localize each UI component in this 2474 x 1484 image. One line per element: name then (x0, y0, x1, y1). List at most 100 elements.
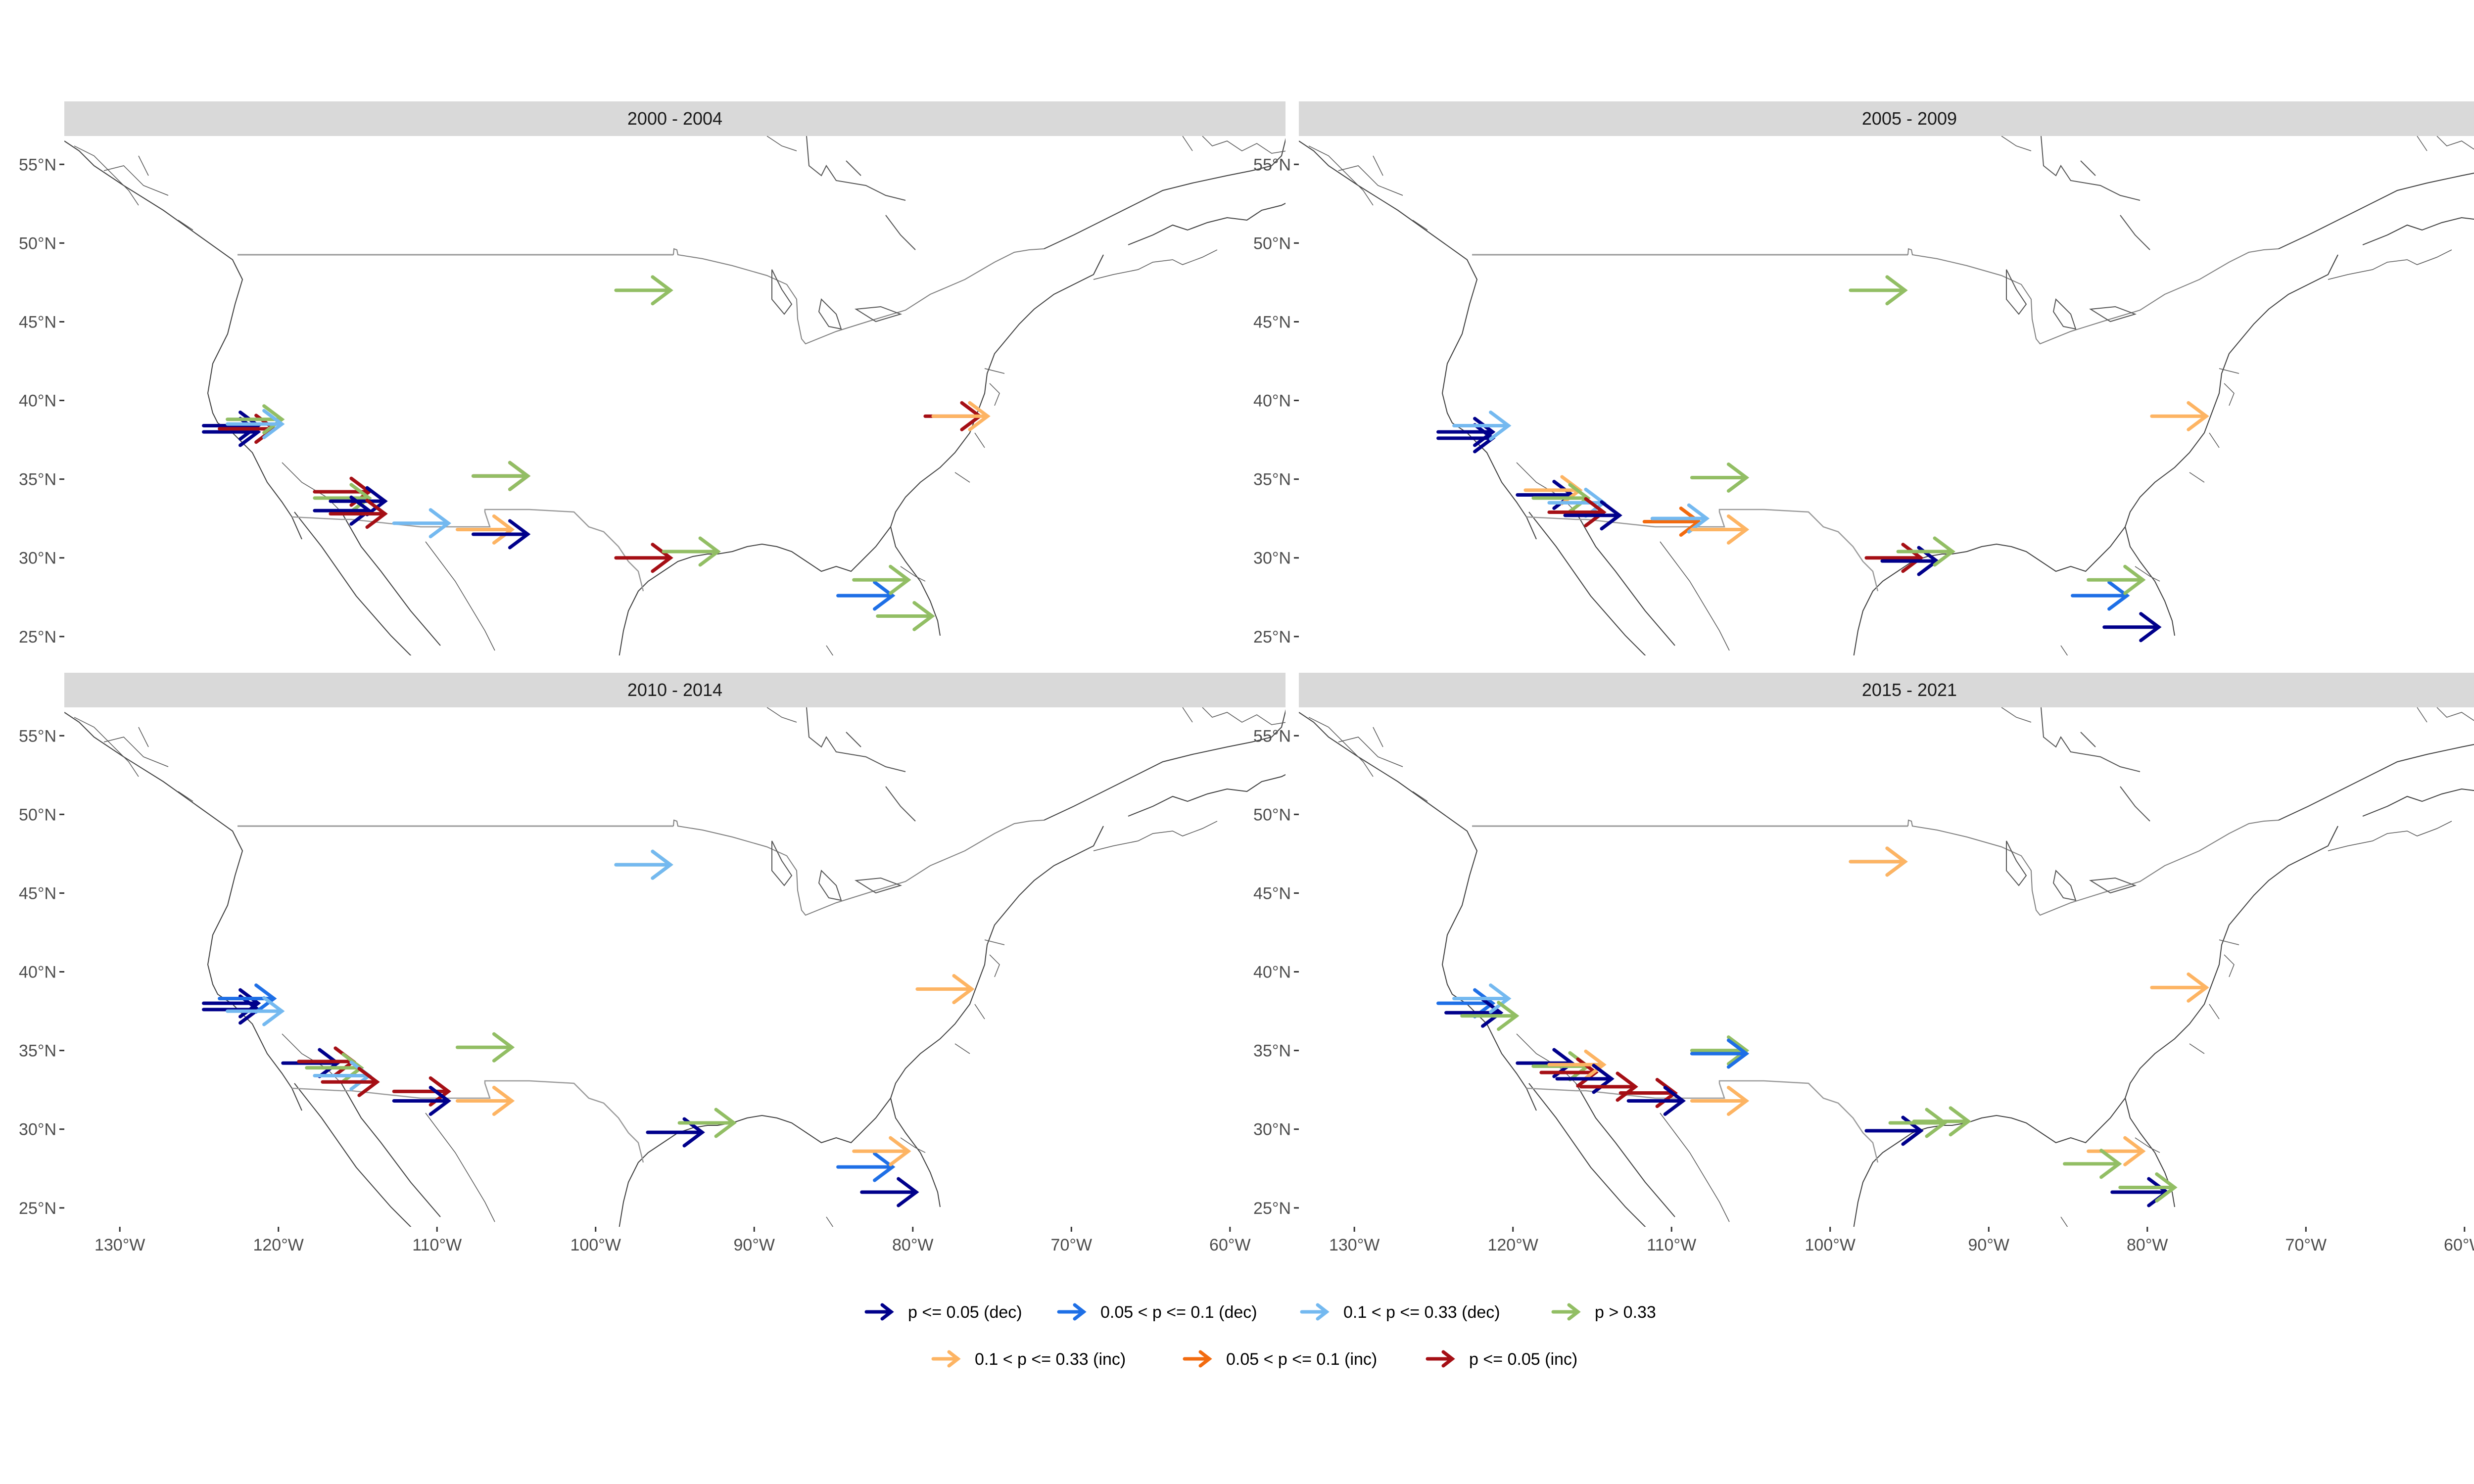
legend-item: 0.05 < p <= 0.1 (inc) (1183, 1350, 1377, 1369)
trend-arrow (313, 495, 372, 526)
y-tick-label: 35°N (19, 1042, 56, 1061)
trend-arrow (2102, 612, 2162, 643)
x-tick-label: 80°W (2127, 1236, 2168, 1254)
x-tick-label: 60°W (2444, 1236, 2474, 1254)
trend-arrow (1896, 536, 1955, 567)
map-panel: 2010 - 2014 25°N 30°N 35°N 40°N 45°N 50°N 55°N 1… (19, 673, 1285, 1254)
trend-arrow (614, 849, 673, 880)
trend-arrow (2150, 972, 2209, 1003)
map-panel: 2005 - 2009 25°N 30°N 35°N 40°N 45°N 50°N 55°N (1253, 101, 2474, 655)
panel-strip (64, 673, 1285, 707)
trend-arrow (1579, 1071, 1638, 1102)
trend-arrow (471, 461, 531, 491)
y-tick-label: 50°N (19, 234, 56, 253)
panel-strip (64, 101, 1285, 136)
y-tick-label: 30°N (1253, 549, 1291, 568)
trend-arrow (852, 1136, 911, 1166)
trend-arrow (1690, 514, 1750, 545)
y-tick-label: 45°N (19, 313, 56, 331)
legend-item: 0.05 < p <= 0.1 (dec) (1057, 1303, 1257, 1322)
trend-arrow (392, 1085, 452, 1116)
y-tick-label: 50°N (19, 805, 56, 824)
y-tick-label: 35°N (1253, 470, 1291, 489)
x-tick-label: 120°W (1487, 1236, 1538, 1254)
y-tick-label: 25°N (19, 1199, 56, 1218)
trend-arrow (392, 508, 452, 539)
x-tick-label: 110°W (412, 1236, 462, 1254)
panel-title: 2015 - 2021 (1862, 680, 1957, 700)
map-background (1299, 136, 2474, 655)
trend-arrow (1690, 1085, 1750, 1116)
legend-item: 0.1 < p <= 0.33 (dec) (1300, 1303, 1500, 1322)
trend-arrow (1460, 1001, 1520, 1031)
y-tick-label: 35°N (1253, 1042, 1291, 1061)
x-tick-label: 90°W (734, 1236, 775, 1254)
x-tick-label: 60°W (1209, 1236, 1251, 1254)
trend-arrow (1864, 543, 1924, 573)
trend-arrow (321, 1067, 380, 1097)
trend-arrow (876, 601, 935, 631)
trend-arrow (1650, 503, 1710, 534)
x-tick-label: 70°W (1051, 1236, 1093, 1254)
y-tick-label: 50°N (1253, 234, 1291, 253)
trend-arrow (614, 275, 673, 306)
trend-arrow (2150, 401, 2209, 431)
legend-item: 0.1 < p <= 0.33 (inc) (931, 1350, 1126, 1369)
trend-arrow (614, 543, 673, 573)
trend-arrow (1531, 483, 1591, 513)
x-tick-label: 100°W (1805, 1236, 1856, 1254)
trend-arrow (2087, 1136, 2146, 1166)
trend-arrow (455, 514, 515, 545)
trend-arrow (1547, 497, 1607, 527)
x-tick-label: 130°W (95, 1236, 145, 1254)
trend-arrow (1452, 983, 1512, 1014)
trend-arrow (226, 409, 285, 439)
trend-arrow (915, 974, 975, 1005)
legend-label: 0.1 < p <= 0.33 (inc) (975, 1350, 1126, 1369)
trend-arrow (1849, 846, 1908, 877)
trend-arrow (1849, 275, 1908, 306)
trend-arrow (226, 996, 285, 1026)
trend-arrow (852, 564, 911, 595)
legend-label: 0.05 < p <= 0.1 (dec) (1100, 1303, 1257, 1322)
y-tick-label: 55°N (19, 155, 56, 174)
y-tick-label: 30°N (19, 549, 56, 568)
x-tick-label: 90°W (1968, 1236, 2010, 1254)
map-panel: 2000 - 2004 25°N 30°N 35°N 40°N 45°N 50°N 55°N (19, 101, 1285, 655)
x-tick-label: 80°W (892, 1236, 934, 1254)
trend-arrow (836, 1152, 896, 1182)
map-background (64, 707, 1285, 1227)
legend: p <= 0.05 (dec) 0.05 < p <= 0.1 (dec) 0.1 … (864, 1303, 1656, 1369)
panel-map-area (1299, 136, 2474, 655)
y-tick-label: 40°N (1253, 392, 1291, 411)
trend-arrow (931, 401, 991, 431)
trend-arrow (677, 1108, 737, 1138)
panel-title: 2010 - 2014 (627, 680, 722, 700)
trend-arrow (2063, 1149, 2122, 1179)
trend-arrow (1690, 462, 1750, 493)
y-tick-label: 30°N (1253, 1120, 1291, 1139)
x-tick-label: 110°W (1647, 1236, 1696, 1254)
y-tick-label: 40°N (19, 963, 56, 982)
y-tick-label: 45°N (19, 884, 56, 903)
trend-arrow (1690, 1035, 1750, 1066)
trend-arrow (1642, 507, 1702, 537)
x-tick-label: 70°W (2285, 1236, 2327, 1254)
y-tick-label: 55°N (19, 727, 56, 745)
x-tick-label: 100°W (571, 1236, 621, 1254)
trend-arrow (2071, 580, 2130, 611)
trend-arrow (1452, 410, 1512, 441)
map-background (64, 136, 1285, 655)
trend-arrow (1563, 500, 1622, 531)
legend-item: p > 0.33 (1551, 1303, 1656, 1322)
legend-label: 0.1 < p <= 0.33 (dec) (1343, 1303, 1500, 1322)
x-tick-label: 120°W (253, 1236, 303, 1254)
legend-item: p <= 0.05 (dec) (864, 1303, 1022, 1322)
legend-item: p <= 0.05 (inc) (1426, 1350, 1577, 1369)
panel-map-area (64, 707, 1285, 1227)
y-tick-label: 25°N (1253, 628, 1291, 647)
trend-arrow (329, 499, 388, 529)
y-tick-label: 25°N (19, 628, 56, 647)
panel-title: 2000 - 2004 (627, 108, 722, 129)
